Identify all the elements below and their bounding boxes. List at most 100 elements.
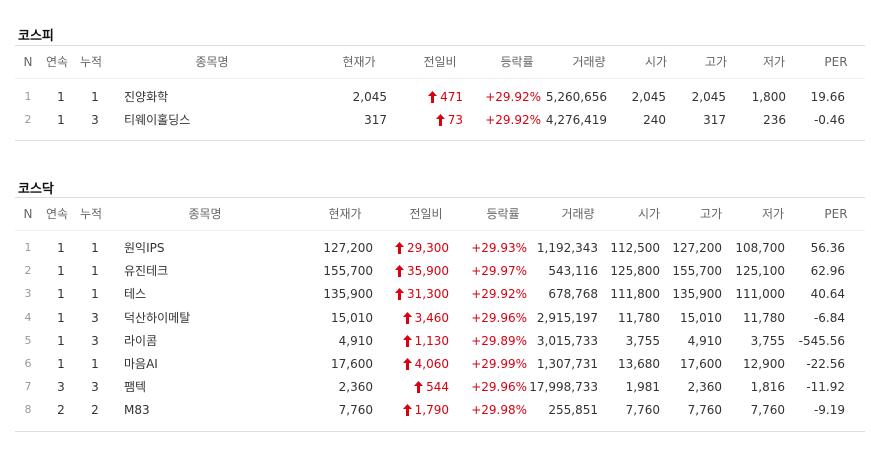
table-cell: 5 xyxy=(24,333,32,347)
stock-name: M83 xyxy=(124,403,150,418)
change-cell: 29,300 xyxy=(395,240,449,256)
table-cell: 1,816 xyxy=(750,380,785,395)
change-value: 1,790 xyxy=(414,403,449,418)
change-cell: 4,060 xyxy=(402,356,449,372)
table-cell: 2 xyxy=(24,264,32,278)
table-cell: 40.64 xyxy=(810,287,845,302)
table-cell: 1 xyxy=(91,90,99,104)
rule xyxy=(15,197,865,198)
table-cell: 1 xyxy=(24,241,32,254)
change-value: 31,300 xyxy=(407,287,449,302)
table-cell: 1 xyxy=(57,357,65,371)
change-cell: 471 xyxy=(428,89,463,105)
stock-name: 유진테크 xyxy=(124,264,169,279)
table-cell: 1 xyxy=(91,241,99,255)
table-cell: 112,500 xyxy=(610,241,660,255)
table-cell: 317 xyxy=(364,113,387,127)
section-title: 코스피 xyxy=(18,29,54,44)
column-header: 고가 xyxy=(699,207,723,221)
table-cell: +29.93% xyxy=(471,241,527,255)
rule xyxy=(15,431,865,432)
stock-name: 라이콤 xyxy=(124,333,158,348)
table-cell: 1,307,731 xyxy=(536,357,598,371)
table-cell: 4,276,419 xyxy=(545,113,607,127)
column-header: 저가 xyxy=(762,55,786,69)
column-header: PER xyxy=(824,55,848,69)
table-cell: 17,600 xyxy=(331,357,373,371)
table-cell: 1 xyxy=(57,287,65,302)
table-cell: 1 xyxy=(57,264,65,279)
column-header: 전일비 xyxy=(423,55,457,69)
table-cell: -6.84 xyxy=(813,310,845,325)
table-cell: 3 xyxy=(91,310,99,325)
up-arrow xyxy=(395,288,404,301)
table-cell: +29.92% xyxy=(471,287,527,302)
table-cell: -11.92 xyxy=(806,380,845,395)
change-cell: 31,300 xyxy=(395,286,449,302)
column-header: 종목명 xyxy=(188,207,222,221)
change-value: 1,130 xyxy=(414,333,449,348)
table-cell: +29.99% xyxy=(471,357,527,371)
change-value: 471 xyxy=(440,90,463,104)
change-cell: 35,900 xyxy=(395,263,449,279)
column-header: 연속 xyxy=(45,207,69,221)
column-header: 거래량 xyxy=(572,55,606,69)
rule xyxy=(15,140,865,141)
table-cell: 1 xyxy=(91,264,99,279)
up-arrow xyxy=(395,242,404,254)
stock-name: 진양화학 xyxy=(124,90,169,104)
table-cell: 108,700 xyxy=(735,241,785,255)
column-header: 현재가 xyxy=(328,207,362,221)
table-cell: 135,900 xyxy=(672,287,722,302)
table-cell: 2,360 xyxy=(687,380,722,395)
column-header: 현재가 xyxy=(342,55,376,69)
table-cell: 127,200 xyxy=(323,241,373,255)
change-cell: 73 xyxy=(435,112,463,128)
table-cell: +29.96% xyxy=(471,310,527,325)
table-cell: 2,045 xyxy=(352,90,387,104)
table-cell: -22.56 xyxy=(806,357,845,371)
table-cell: 1 xyxy=(91,287,99,302)
table-cell: 236 xyxy=(763,113,786,127)
rule xyxy=(15,230,865,231)
table-cell: 62.96 xyxy=(810,264,845,279)
change-value: 29,300 xyxy=(407,241,449,255)
change-value: 4,060 xyxy=(414,357,449,371)
column-header: 누적 xyxy=(79,207,103,221)
table-cell: 3 xyxy=(24,287,32,301)
table-cell: 11,780 xyxy=(743,310,785,325)
table-cell: 17,600 xyxy=(680,357,722,371)
table-cell: 2,915,197 xyxy=(536,310,598,325)
table-cell: +29.89% xyxy=(471,333,527,348)
table-cell: +29.96% xyxy=(471,380,527,395)
table-cell: 7,760 xyxy=(625,403,660,418)
change-cell: 1,130 xyxy=(402,333,449,349)
stock-name: 원익IPS xyxy=(124,241,165,255)
column-header: 등락률 xyxy=(486,207,520,221)
table-cell: 2 xyxy=(57,403,65,418)
table-cell: -0.46 xyxy=(813,113,845,127)
table-cell: +29.97% xyxy=(471,264,527,279)
column-header: 시가 xyxy=(644,55,668,69)
table-cell: 2 xyxy=(91,403,99,418)
table-cell: 6 xyxy=(24,357,32,370)
table-cell: 17,998,733 xyxy=(529,380,598,395)
table-cell: 135,900 xyxy=(323,287,373,302)
column-header: 등락률 xyxy=(500,55,534,69)
table-cell: 2,045 xyxy=(631,90,666,104)
table-cell: 4 xyxy=(24,310,32,324)
table-cell: 12,900 xyxy=(743,357,785,371)
table-cell: 111,000 xyxy=(735,287,785,302)
table-cell: 8 xyxy=(24,403,32,417)
change-cell: 3,460 xyxy=(402,310,449,326)
table-cell: 2,360 xyxy=(338,380,373,395)
change-value: 544 xyxy=(426,380,449,395)
table-cell: 1 xyxy=(57,333,65,348)
column-header: 거래량 xyxy=(561,207,595,221)
table-cell: +29.92% xyxy=(485,113,541,127)
table-cell: 111,800 xyxy=(610,287,660,302)
column-header: N xyxy=(23,207,33,221)
column-header: 시가 xyxy=(637,207,661,221)
table-cell: 155,700 xyxy=(323,264,373,279)
